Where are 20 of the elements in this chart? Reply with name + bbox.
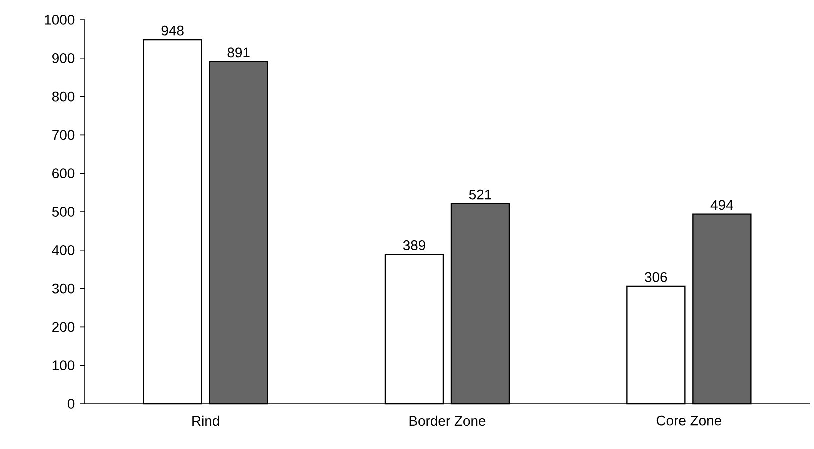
data-label: 948 — [162, 26, 184, 36]
data-label: 891 — [228, 48, 250, 58]
y-tick-label: 1000 — [45, 15, 75, 25]
y-tick-label: 900 — [52, 53, 75, 64]
data-label: 521 — [469, 190, 492, 200]
x-tick-label: Core Zone — [656, 416, 722, 426]
data-label: 494 — [710, 200, 734, 210]
y-tick-label: 100 — [52, 360, 75, 371]
y-tick-label: 300 — [52, 284, 75, 294]
y-tick-label: 600 — [52, 168, 75, 179]
data-label: 306 — [645, 272, 668, 282]
y-tick-label: 200 — [52, 322, 75, 332]
x-tick-label: Border Zone — [410, 416, 486, 426]
data-label: 389 — [403, 240, 426, 250]
y-tick-label: 700 — [52, 130, 75, 140]
x-tick-label: Rind — [192, 416, 220, 426]
y-tick-label: 800 — [52, 92, 75, 102]
y-tick-label: 500 — [52, 207, 75, 217]
y-tick-label: 400 — [52, 245, 75, 256]
y-tick-label: 0 — [68, 399, 75, 409]
